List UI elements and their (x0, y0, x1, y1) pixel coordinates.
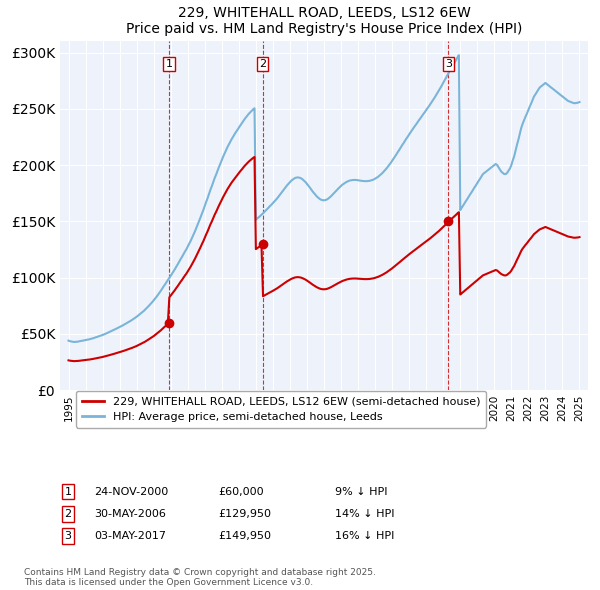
Text: 30-MAY-2006: 30-MAY-2006 (94, 509, 166, 519)
Text: 9% ↓ HPI: 9% ↓ HPI (335, 487, 387, 497)
Text: 3: 3 (64, 531, 71, 541)
Text: 1: 1 (166, 59, 173, 69)
Text: 24-NOV-2000: 24-NOV-2000 (94, 487, 169, 497)
Title: 229, WHITEHALL ROAD, LEEDS, LS12 6EW
Price paid vs. HM Land Registry's House Pri: 229, WHITEHALL ROAD, LEEDS, LS12 6EW Pri… (126, 6, 522, 36)
Text: £149,950: £149,950 (218, 531, 271, 541)
Text: 1: 1 (64, 487, 71, 497)
Legend: 229, WHITEHALL ROAD, LEEDS, LS12 6EW (semi-detached house), HPI: Average price, : 229, WHITEHALL ROAD, LEEDS, LS12 6EW (se… (76, 391, 486, 428)
Text: £60,000: £60,000 (218, 487, 264, 497)
Text: 3: 3 (445, 59, 452, 69)
Text: 16% ↓ HPI: 16% ↓ HPI (335, 531, 394, 541)
Text: 14% ↓ HPI: 14% ↓ HPI (335, 509, 394, 519)
Text: 2: 2 (64, 509, 71, 519)
Text: 2: 2 (259, 59, 266, 69)
Text: 03-MAY-2017: 03-MAY-2017 (94, 531, 166, 541)
Text: Contains HM Land Registry data © Crown copyright and database right 2025.
This d: Contains HM Land Registry data © Crown c… (24, 568, 376, 587)
Text: £129,950: £129,950 (218, 509, 271, 519)
